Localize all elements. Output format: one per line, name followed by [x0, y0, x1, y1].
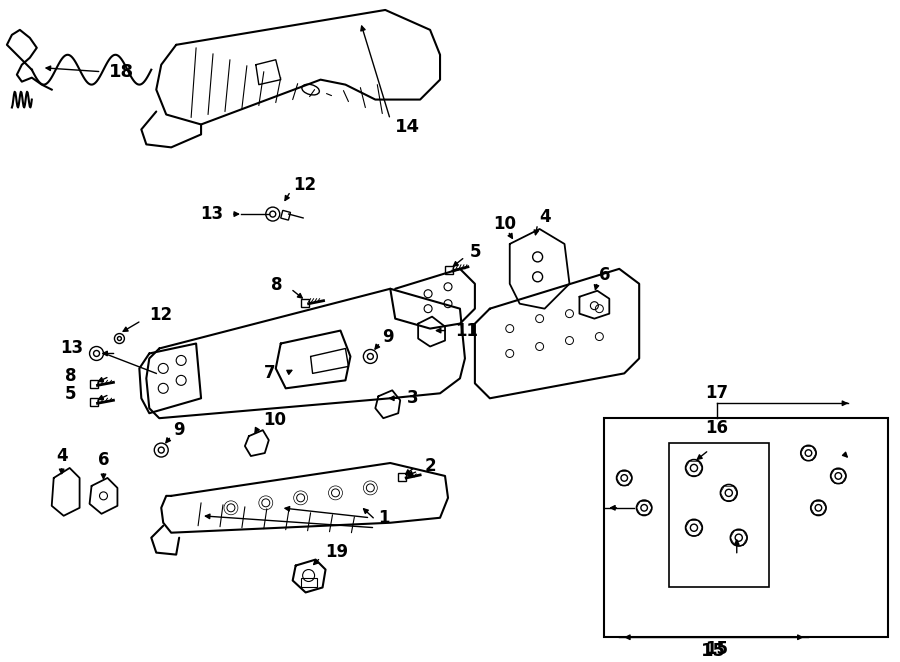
Text: 9: 9	[382, 328, 394, 346]
Text: 7: 7	[264, 364, 275, 383]
Text: 3: 3	[407, 389, 418, 407]
Text: 6: 6	[599, 266, 611, 284]
Text: 8: 8	[65, 367, 76, 385]
Text: 13: 13	[60, 340, 84, 357]
Bar	[281, 211, 291, 220]
Text: 10: 10	[493, 215, 517, 233]
Text: 13: 13	[200, 205, 223, 223]
Text: 12: 12	[293, 176, 317, 194]
Text: 2: 2	[425, 457, 436, 475]
Bar	[301, 299, 309, 307]
Text: 1: 1	[378, 509, 390, 527]
Text: 4: 4	[56, 447, 68, 465]
Bar	[90, 399, 97, 406]
Text: 5: 5	[65, 385, 76, 403]
Text: 11: 11	[455, 322, 478, 340]
Bar	[669, 443, 769, 587]
Text: 14: 14	[395, 118, 420, 136]
Bar	[90, 381, 97, 389]
Text: 15: 15	[701, 642, 726, 660]
Bar	[445, 266, 453, 274]
Text: 4: 4	[540, 208, 551, 226]
Text: 17: 17	[706, 385, 728, 402]
Bar	[604, 418, 888, 638]
Bar	[301, 577, 317, 587]
Text: 8: 8	[271, 276, 283, 294]
Text: 12: 12	[149, 306, 173, 324]
Text: 9: 9	[173, 421, 184, 439]
Text: 15: 15	[706, 640, 728, 658]
Bar	[398, 473, 406, 481]
Text: 5: 5	[470, 243, 482, 261]
Text: 19: 19	[326, 543, 348, 561]
Text: 16: 16	[706, 419, 728, 437]
Text: 10: 10	[263, 411, 286, 429]
Text: 18: 18	[109, 63, 133, 81]
Text: 6: 6	[98, 451, 109, 469]
